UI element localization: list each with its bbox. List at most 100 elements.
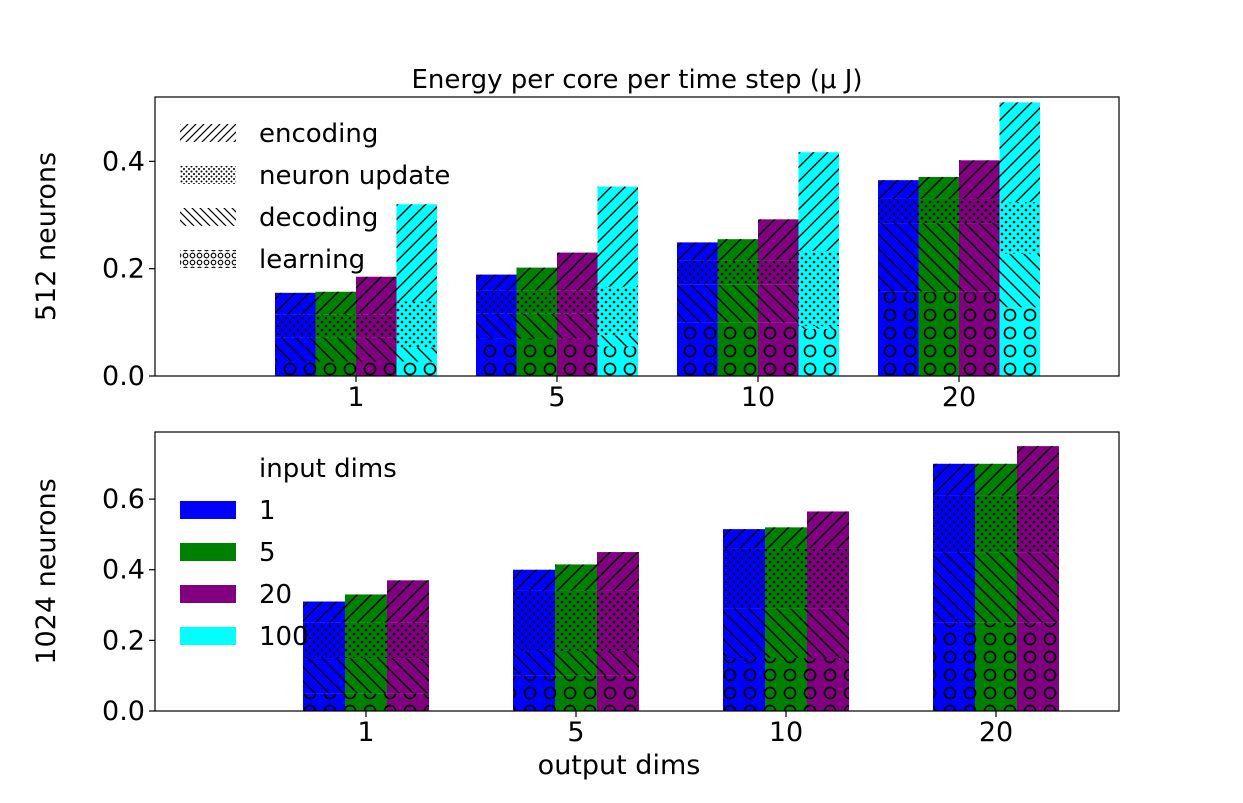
- bar-segment-hatch-decoding: [765, 608, 807, 659]
- bar-segment-hatch-learning: [959, 291, 1000, 376]
- legend-title: input dims: [259, 454, 397, 484]
- bar-segment-hatch-learning: [516, 338, 557, 376]
- bar-segment-hatch-encoding: [387, 580, 429, 623]
- legend-label: encoding: [259, 119, 378, 149]
- y-tick-label: 0.0: [102, 696, 145, 727]
- chart-title: Energy per core per time step (μ J): [411, 65, 862, 95]
- bar-segment-hatch-learning: [723, 658, 765, 711]
- bar-segment-hatch-encoding: [717, 239, 758, 261]
- bar-segment-hatch-decoding: [807, 608, 849, 659]
- legend-label: neuron update: [259, 161, 450, 191]
- bar-segment-hatch-neuron-update: [677, 260, 718, 285]
- bar-segment-hatch-neuron-update: [513, 590, 555, 651]
- x-tick-label: 20: [979, 717, 1013, 748]
- bar-segment-hatch-encoding: [999, 102, 1040, 203]
- bar-segment-hatch-decoding: [677, 284, 718, 323]
- bar-segment-hatch-decoding: [959, 223, 1000, 292]
- bar-segment-hatch-learning: [315, 361, 356, 376]
- bar-segment-hatch-neuron-update: [878, 198, 919, 224]
- bar-segment-hatch-learning: [975, 622, 1017, 711]
- chart-panel-2: 0.0 0.2 0.4 0.6 1 5 10 20 1024 neurons output dim…: [31, 431, 1120, 781]
- bar-segment-hatch-learning: [597, 346, 638, 376]
- legend-label: 1: [259, 496, 276, 526]
- x-axis-label: output dims: [538, 750, 701, 781]
- bar-segment-hatch-learning: [878, 291, 919, 376]
- y-tick-label: 0.4: [102, 146, 145, 177]
- bar-segment-hatch-decoding: [387, 658, 429, 694]
- y-tick-label: 0.2: [102, 625, 145, 656]
- bar-segment-hatch-encoding: [597, 186, 638, 287]
- bar-segment-hatch-learning: [555, 675, 597, 711]
- axes-frame: [154, 431, 1120, 712]
- bar-segment-hatch-learning: [758, 322, 799, 376]
- legend-swatch-hatch-encoding: [180, 124, 236, 142]
- bar-segment-hatch-decoding: [723, 608, 765, 659]
- bar-segment-hatch-neuron-update: [723, 548, 765, 609]
- bar-segment-hatch-encoding: [513, 569, 555, 591]
- bar-segment-hatch-decoding: [878, 223, 919, 292]
- bar-segment-hatch-neuron-update: [315, 314, 356, 338]
- bar-segment-hatch-decoding: [918, 223, 959, 292]
- legend-label: 20: [259, 580, 292, 610]
- bar-segment-hatch-neuron-update: [516, 290, 557, 314]
- bar-segment-hatch-neuron-update: [807, 548, 849, 609]
- bar-segment-hatch-encoding: [677, 242, 718, 261]
- bar-segment-hatch-neuron-update: [356, 314, 397, 338]
- legend-swatch-hatch-learning: [180, 250, 236, 268]
- bar-segment-hatch-decoding: [1017, 552, 1059, 623]
- legend-swatch-100: [180, 627, 236, 645]
- bar-segment-hatch-decoding: [975, 552, 1017, 623]
- x-tick-label: 1: [357, 717, 374, 748]
- y-tick-label: 0.2: [102, 254, 145, 285]
- bar-segment-hatch-decoding: [798, 326, 839, 329]
- bar-segment-hatch-neuron-update: [918, 198, 959, 224]
- bar-segment-hatch-learning: [717, 322, 758, 376]
- bar-segment-hatch-neuron-update: [765, 548, 807, 609]
- bar-segment-hatch-decoding: [758, 284, 799, 323]
- bar-segment-hatch-decoding: [516, 313, 557, 339]
- bar-segment-hatch-encoding: [345, 594, 387, 623]
- bar-segment-hatch-decoding: [315, 337, 356, 362]
- bar-segment-hatch-learning: [999, 307, 1040, 376]
- bar-segment-hatch-learning: [933, 622, 975, 711]
- bar-segment-hatch-decoding: [345, 658, 387, 694]
- y-tick-label: 0.6: [102, 484, 145, 515]
- bar-segment-hatch-encoding: [303, 601, 345, 623]
- bar-segment-hatch-neuron-update: [476, 290, 517, 314]
- bar-segment-hatch-learning: [303, 693, 345, 711]
- bar-segment-hatch-decoding: [717, 284, 758, 323]
- bar-segment-hatch-learning: [807, 658, 849, 711]
- bar-segment-hatch-decoding: [597, 335, 638, 347]
- bar-segment-hatch-neuron-update: [959, 198, 1000, 224]
- bar-segment-hatch-decoding: [933, 552, 975, 623]
- chart-panel-1: 0.0 0.2 0.4 1 5 10 20 Energy per core per time …: [31, 65, 1120, 413]
- bar-segment-hatch-learning: [918, 291, 959, 376]
- bar-segment-hatch-learning: [476, 338, 517, 376]
- bar-segment-hatch-decoding: [999, 253, 1040, 308]
- bar-segment-hatch-encoding: [975, 463, 1017, 496]
- bar-segment-hatch-neuron-update: [597, 286, 638, 336]
- bar-segment-hatch-neuron-update: [557, 290, 598, 314]
- bar-segment-hatch-learning: [677, 322, 718, 376]
- bar-segment-hatch-learning: [387, 693, 429, 711]
- bar-segment-hatch-encoding: [807, 511, 849, 549]
- bar-segment-hatch-learning: [557, 338, 598, 376]
- legend-swatch-hatch-decoding: [180, 208, 236, 226]
- bar-segment-hatch-learning: [275, 361, 316, 376]
- bar-segment-hatch-learning: [396, 361, 437, 376]
- bar-segment-hatch-neuron-update: [303, 622, 345, 659]
- bar-segment-hatch-decoding: [396, 347, 437, 362]
- bar-segment-hatch-encoding: [918, 176, 959, 199]
- y-tick-label: 0.0: [102, 361, 145, 392]
- bar-segment-hatch-encoding: [356, 276, 397, 315]
- y-tick-label: 0.4: [102, 555, 145, 586]
- x-tick-label: 1: [347, 382, 364, 413]
- bar-segment-hatch-encoding: [557, 252, 598, 291]
- bar-segment-hatch-encoding: [275, 292, 316, 315]
- bar-segment-hatch-neuron-update: [396, 301, 437, 348]
- bar-segment-hatch-decoding: [476, 313, 517, 339]
- bar-segment-hatch-decoding: [303, 658, 345, 694]
- x-tick-label: 10: [741, 382, 775, 413]
